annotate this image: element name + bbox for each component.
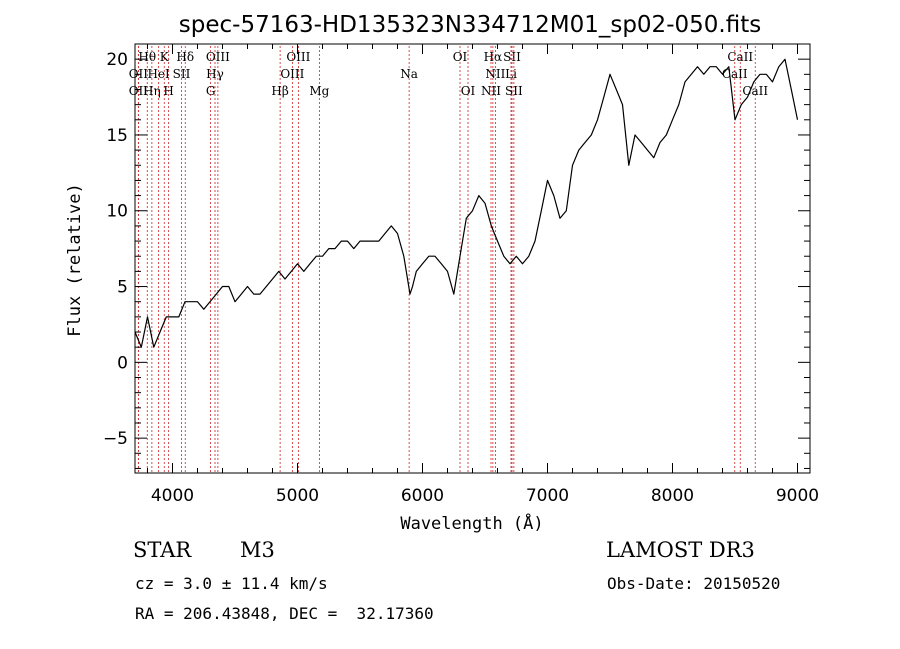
chart-title: spec-57163-HD135323N334712M01_sp02-050.f… [179, 12, 761, 38]
x-tick-label: 5000 [276, 486, 319, 506]
observation-date: Obs-Date: 20150520 [607, 574, 781, 593]
spectral-line-label: Li [505, 67, 517, 81]
spectral-line-label: Hδ [176, 50, 194, 64]
spectral-line-markers: HθOIIOIIHηKHeISIIHHδOIIIHγGOIIIOIIIHβMgN… [129, 46, 768, 473]
object-class: STAR [133, 538, 192, 562]
spectral-line-label: Hβ [271, 84, 288, 98]
y-tick-label: 20 [106, 50, 128, 70]
spectral-line-label: OI [461, 84, 476, 98]
spectral-line-label: CaII [742, 84, 768, 98]
spectral-line-label: OIII [206, 50, 230, 64]
spectral-line-label: SII [505, 84, 523, 98]
spectral-line-label: Mg [309, 84, 329, 98]
spectral-line-label: Na [400, 67, 418, 81]
x-tick-label: 7000 [526, 486, 569, 506]
y-axis-label: Flux (relative) [65, 183, 85, 337]
plot-frame [134, 43, 811, 474]
spectral-line-label: G [206, 84, 216, 98]
object-subclass: M3 [240, 538, 275, 562]
y-tick-label: 0 [117, 353, 128, 373]
spectral-line-label: Hη [143, 84, 161, 98]
spectral-line-label: SII [173, 67, 191, 81]
spectral-line-label: K [160, 50, 170, 64]
spectral-line-label: OI [453, 50, 468, 64]
spectral-line-label: NII [481, 84, 501, 98]
x-tick-label: 6000 [401, 486, 444, 506]
spectral-line-label: HeI [147, 67, 170, 81]
spectral-line-label: OIII [280, 67, 304, 81]
y-tick-label: 15 [106, 126, 128, 146]
coordinates-readout: RA = 206.43848, DEC = 32.17360 [135, 604, 434, 623]
spectral-line-label: CaII [727, 50, 753, 64]
spectral-line-label: Hθ [138, 50, 156, 64]
x-tick-label: 4000 [151, 486, 194, 506]
spectral-line-label: Hα [484, 50, 503, 64]
y-tick-label: 5 [117, 278, 128, 298]
survey-name: LAMOST DR3 [606, 538, 755, 562]
axis-ticks: 4000 5000 6000 7000 8000 9000 −5 0 5 10 15 20 [103, 43, 819, 506]
spectrum-line [134, 58, 799, 348]
spectral-line-label: Hγ [206, 67, 224, 81]
spectral-line-label: OIII [286, 50, 310, 64]
spectral-line-label: CaII [722, 67, 748, 81]
y-tick-label: 10 [106, 202, 128, 222]
spectral-line-label: SII [503, 50, 521, 64]
spectral-line-label: OII [129, 84, 149, 98]
redshift-readout: cz = 3.0 ± 11.4 km/s [135, 574, 328, 593]
spectral-line-label: H [163, 84, 173, 98]
x-tick-label: 8000 [651, 486, 694, 506]
y-tick-label: −5 [103, 429, 128, 449]
x-tick-label: 9000 [776, 486, 819, 506]
spectral-line-label: NII [485, 67, 505, 81]
spectrum-series [134, 58, 799, 348]
x-axis-label: Wavelength (Å) [400, 512, 543, 534]
